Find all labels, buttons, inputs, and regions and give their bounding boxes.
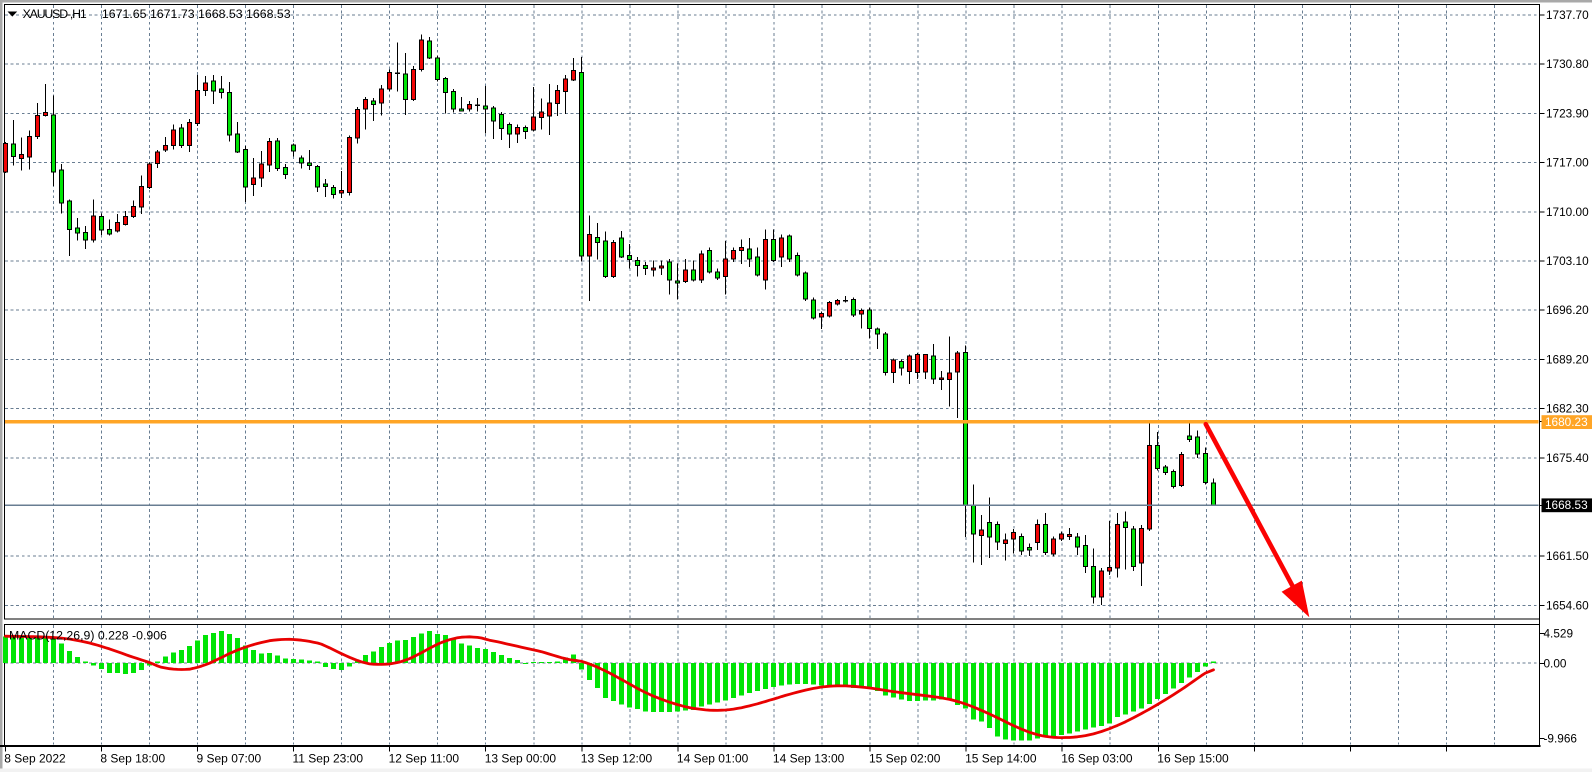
svg-text:0.00: 0.00 (1544, 656, 1567, 670)
svg-text:15 Sep 14:00: 15 Sep 14:00 (965, 752, 1037, 766)
svg-text:8 Sep 18:00: 8 Sep 18:00 (100, 752, 165, 766)
svg-text:14 Sep 13:00: 14 Sep 13:00 (773, 752, 845, 766)
svg-text:9 Sep 07:00: 9 Sep 07:00 (197, 752, 262, 766)
svg-text:1703.10: 1703.10 (1546, 254, 1589, 268)
svg-text:XAUUSD-,H1: XAUUSD-,H1 (23, 7, 87, 21)
svg-text:16 Sep 03:00: 16 Sep 03:00 (1061, 752, 1133, 766)
svg-text:1717.00: 1717.00 (1546, 156, 1589, 170)
svg-text:1710.00: 1710.00 (1546, 205, 1589, 219)
svg-text:12 Sep 11:00: 12 Sep 11:00 (389, 752, 460, 766)
svg-text:1671.65 1671.73 1668.53 1668.5: 1671.65 1671.73 1668.53 1668.53 (102, 7, 291, 21)
svg-text:13 Sep 12:00: 13 Sep 12:00 (581, 752, 653, 766)
svg-text:1675.40: 1675.40 (1546, 451, 1589, 465)
svg-text:1730.80: 1730.80 (1546, 57, 1589, 71)
svg-text:1689.20: 1689.20 (1546, 352, 1589, 366)
svg-text:15 Sep 02:00: 15 Sep 02:00 (869, 752, 941, 766)
svg-text:4.529: 4.529 (1544, 627, 1574, 641)
svg-text:1737.70: 1737.70 (1546, 8, 1589, 22)
svg-text:13 Sep 00:00: 13 Sep 00:00 (485, 752, 557, 766)
svg-text:1682.30: 1682.30 (1546, 402, 1589, 416)
svg-text:11 Sep 23:00: 11 Sep 23:00 (293, 752, 364, 766)
svg-text:16 Sep 15:00: 16 Sep 15:00 (1157, 752, 1229, 766)
svg-text:8 Sep 2022: 8 Sep 2022 (4, 752, 66, 766)
svg-text:1723.90: 1723.90 (1546, 106, 1589, 120)
svg-text:1661.50: 1661.50 (1546, 549, 1589, 563)
svg-text:1696.20: 1696.20 (1546, 303, 1589, 317)
svg-text:MACD(12,26,9) 0.228 -0.906: MACD(12,26,9) 0.228 -0.906 (9, 629, 167, 643)
svg-text:-9.966: -9.966 (1544, 732, 1578, 746)
svg-text:1668.53: 1668.53 (1545, 498, 1588, 512)
svg-text:1654.60: 1654.60 (1546, 598, 1589, 612)
svg-text:1680.23: 1680.23 (1545, 415, 1588, 429)
svg-text:14 Sep 01:00: 14 Sep 01:00 (677, 752, 749, 766)
